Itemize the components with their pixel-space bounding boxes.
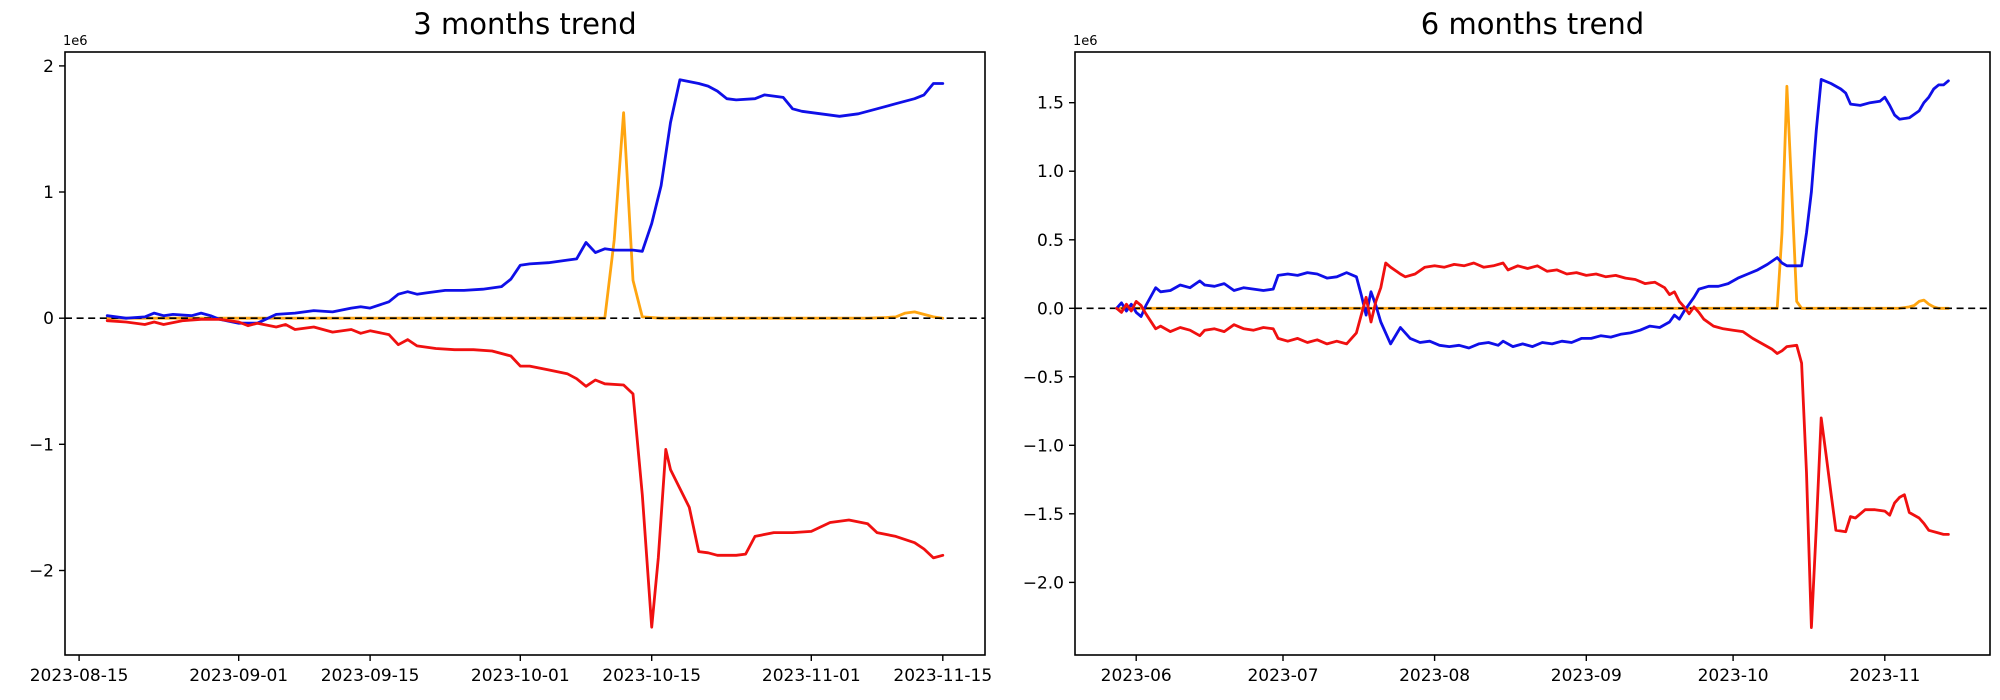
x-tick-label: 2023-11-15 (893, 666, 992, 686)
x-tick-label: 2023-10 (1698, 666, 1769, 686)
series-orange-line (1115, 84, 1950, 310)
plot-border (1074, 51, 1991, 656)
chart-3-months-trend: 2 1 0 −1 −2 2023-08-15 2023-09-01 2023-09-15 202… (29, 7, 992, 686)
x-tick-label: 2023-11 (1849, 666, 1920, 686)
subplot-6-months-trend: 1.5 1.0 0.5 0.0 −0.5 −1.0 −1.5 −2.0 2023-06 2023-… (1000, 0, 2000, 700)
y-tick-label: 0 (43, 309, 54, 329)
series-orange-line (105, 111, 945, 320)
chart-title: 6 months trend (1421, 7, 1644, 41)
x-tick-label: 2023-09-01 (189, 666, 288, 686)
y-tick-label: 1 (43, 183, 54, 203)
subplot-3-months-trend: 2 1 0 −1 −2 2023-08-15 2023-09-01 2023-09-15 202… (29, 7, 992, 686)
x-tick-label: 2023-08-15 (30, 666, 129, 686)
y-tick-label: −0.5 (1023, 368, 1064, 388)
y-tick-label: 1.5 (1037, 94, 1064, 114)
x-tick-label: 2023-09 (1551, 666, 1622, 686)
y-axis-offset-label: 1e6 (63, 34, 88, 49)
y-tick-label: −1 (29, 435, 54, 455)
x-tick-label: 2023-08 (1399, 666, 1470, 686)
x-tick-label: 2023-11-01 (762, 666, 861, 686)
y-tick-label: 0.0 (1037, 299, 1064, 319)
x-tick-label: 2023-09-15 (321, 666, 420, 686)
y-axis-offset-label: 1e6 (1073, 34, 1098, 49)
series-red-line (1115, 261, 1950, 629)
series-blue-line (105, 78, 945, 325)
y-tick-label: −1.5 (1023, 505, 1064, 525)
chart-title: 3 months trend (413, 7, 636, 41)
y-tick-label: −1.0 (1023, 436, 1064, 456)
x-tick-label: 2023-10-01 (471, 666, 570, 686)
series-blue-line (1115, 78, 1950, 350)
x-tick-label: 2023-10-15 (602, 666, 701, 686)
y-tick-label: 1.0 (1037, 162, 1064, 182)
plot-border (64, 51, 986, 656)
y-tick-label: −2 (29, 562, 54, 582)
y-tick-label: 2 (43, 57, 54, 77)
series-red-line (105, 317, 945, 629)
y-tick-label: 0.5 (1037, 231, 1064, 251)
y-tick-label: −2.0 (1023, 573, 1064, 593)
x-tick-label: 2023-07 (1247, 666, 1318, 686)
x-tick-label: 2023-06 (1101, 666, 1172, 686)
chart-6-months-trend: 1.5 1.0 0.5 0.0 −0.5 −1.0 −1.5 −2.0 2023-06 2023-… (1023, 7, 1991, 686)
